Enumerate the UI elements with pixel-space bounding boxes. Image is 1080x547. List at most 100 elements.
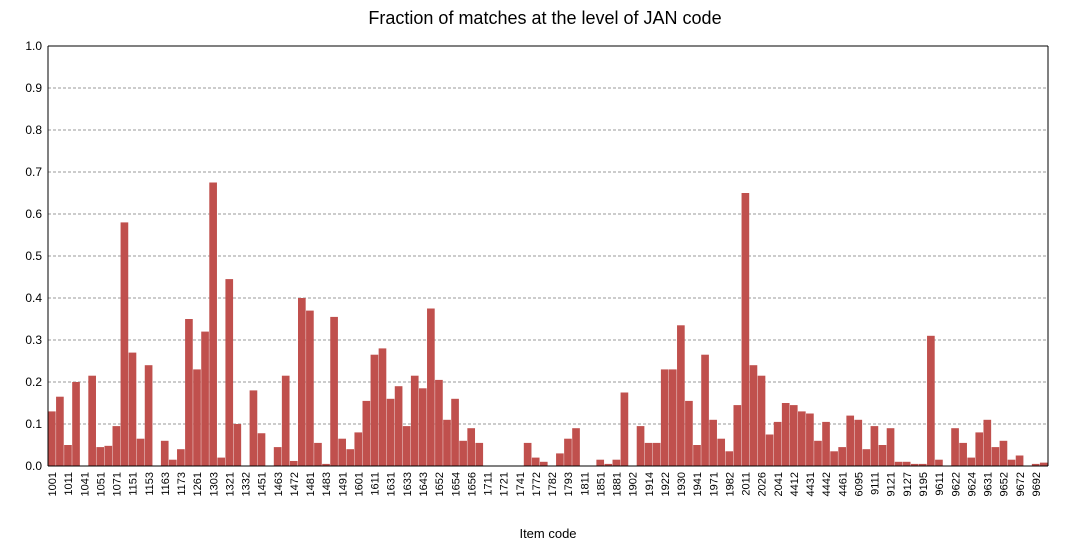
bar bbox=[531, 457, 540, 466]
x-tick-label: 1303 bbox=[208, 472, 220, 496]
x-tick-label: 6095 bbox=[853, 472, 865, 496]
bar bbox=[556, 453, 564, 466]
bar bbox=[870, 426, 879, 466]
bar bbox=[902, 461, 911, 466]
bar bbox=[168, 459, 177, 466]
bar bbox=[620, 392, 629, 466]
bar bbox=[322, 463, 330, 466]
bar bbox=[886, 428, 895, 466]
x-tick-label: 1631 bbox=[386, 472, 398, 496]
bar bbox=[298, 298, 306, 466]
x-axis-label: Item code bbox=[519, 526, 576, 541]
x-tick-label: 9672 bbox=[1015, 472, 1027, 496]
y-tick-label: 0.2 bbox=[25, 375, 42, 389]
bar bbox=[177, 449, 185, 466]
bar bbox=[596, 459, 605, 466]
x-tick-label: 1652 bbox=[434, 472, 446, 496]
x-tick-label: 1782 bbox=[547, 472, 559, 496]
bar bbox=[636, 426, 645, 466]
x-tick-label: 1472 bbox=[289, 472, 301, 496]
bar bbox=[475, 442, 484, 466]
bar bbox=[878, 445, 887, 466]
bar bbox=[314, 442, 322, 466]
x-tick-label: 1811 bbox=[579, 472, 591, 496]
x-tick-label: 2011 bbox=[741, 472, 753, 496]
bar bbox=[757, 375, 766, 466]
bar bbox=[798, 411, 806, 466]
bar bbox=[677, 325, 685, 466]
bar bbox=[467, 428, 476, 466]
x-tick-label: 1153 bbox=[144, 472, 156, 496]
bar bbox=[273, 447, 282, 466]
x-tick-label: 1721 bbox=[499, 472, 511, 496]
bar bbox=[854, 419, 863, 466]
x-tick-label: 1654 bbox=[450, 472, 462, 496]
x-tick-label: 4412 bbox=[789, 472, 801, 496]
bar bbox=[410, 375, 419, 466]
bar bbox=[112, 426, 121, 466]
x-tick-label: 1793 bbox=[563, 472, 575, 496]
x-tick-label: 1463 bbox=[273, 472, 285, 496]
bar bbox=[402, 426, 411, 466]
y-tick-label: 0.7 bbox=[25, 165, 42, 179]
bar bbox=[701, 354, 709, 466]
bar bbox=[539, 461, 548, 466]
bar bbox=[394, 386, 403, 466]
bar bbox=[918, 463, 927, 466]
x-tick-label: 9121 bbox=[886, 472, 898, 496]
x-tick-label: 1643 bbox=[418, 472, 430, 496]
bar bbox=[1015, 455, 1024, 466]
bar bbox=[1039, 462, 1048, 466]
y-tick-label: 0.4 bbox=[25, 291, 42, 305]
x-tick-label: 1041 bbox=[79, 472, 91, 496]
bar bbox=[185, 319, 193, 466]
bar bbox=[427, 308, 435, 466]
x-tick-label: 9692 bbox=[1031, 472, 1043, 496]
x-tick-label: 1261 bbox=[192, 472, 204, 496]
bar bbox=[660, 369, 669, 466]
x-tick-label: 2026 bbox=[757, 472, 769, 496]
x-tick-label: 1941 bbox=[692, 472, 704, 496]
bar bbox=[709, 419, 717, 466]
bar bbox=[362, 400, 371, 466]
bar bbox=[209, 182, 217, 466]
bar bbox=[685, 400, 693, 466]
bar bbox=[749, 365, 758, 466]
bar bbox=[572, 428, 580, 466]
bar bbox=[193, 369, 201, 466]
bar bbox=[136, 438, 145, 466]
bar bbox=[725, 451, 734, 466]
bar bbox=[233, 424, 242, 466]
y-tick-label: 1.0 bbox=[25, 39, 42, 53]
x-tick-label: 1483 bbox=[321, 472, 333, 496]
x-tick-label: 9652 bbox=[999, 472, 1011, 496]
bar bbox=[523, 442, 532, 466]
bar bbox=[225, 279, 234, 466]
bar bbox=[249, 390, 258, 466]
bar bbox=[370, 354, 379, 466]
x-tick-label: 4442 bbox=[821, 472, 833, 496]
y-tick-label: 0.9 bbox=[25, 81, 42, 95]
x-tick-label: 1772 bbox=[531, 472, 543, 496]
x-tick-label: 1321 bbox=[224, 472, 236, 496]
bar bbox=[991, 447, 1000, 466]
bar bbox=[451, 398, 459, 466]
y-tick-label: 0.0 bbox=[25, 459, 42, 473]
x-tick-label: 1741 bbox=[515, 472, 527, 496]
bar bbox=[48, 411, 56, 466]
x-tick-label: 1914 bbox=[644, 472, 656, 496]
bar bbox=[72, 382, 80, 466]
bar bbox=[967, 457, 976, 466]
bar bbox=[144, 365, 153, 466]
x-tick-label: 9127 bbox=[902, 472, 914, 496]
x-tick-label: 9611 bbox=[934, 472, 946, 496]
bar bbox=[104, 445, 113, 466]
bar bbox=[999, 440, 1008, 466]
x-tick-label: 1481 bbox=[305, 472, 317, 496]
bar bbox=[612, 459, 621, 466]
bar bbox=[306, 310, 314, 466]
bar bbox=[765, 434, 774, 466]
y-tick-label: 0.6 bbox=[25, 207, 42, 221]
x-tick-label: 1151 bbox=[128, 472, 140, 496]
bar bbox=[862, 449, 871, 466]
